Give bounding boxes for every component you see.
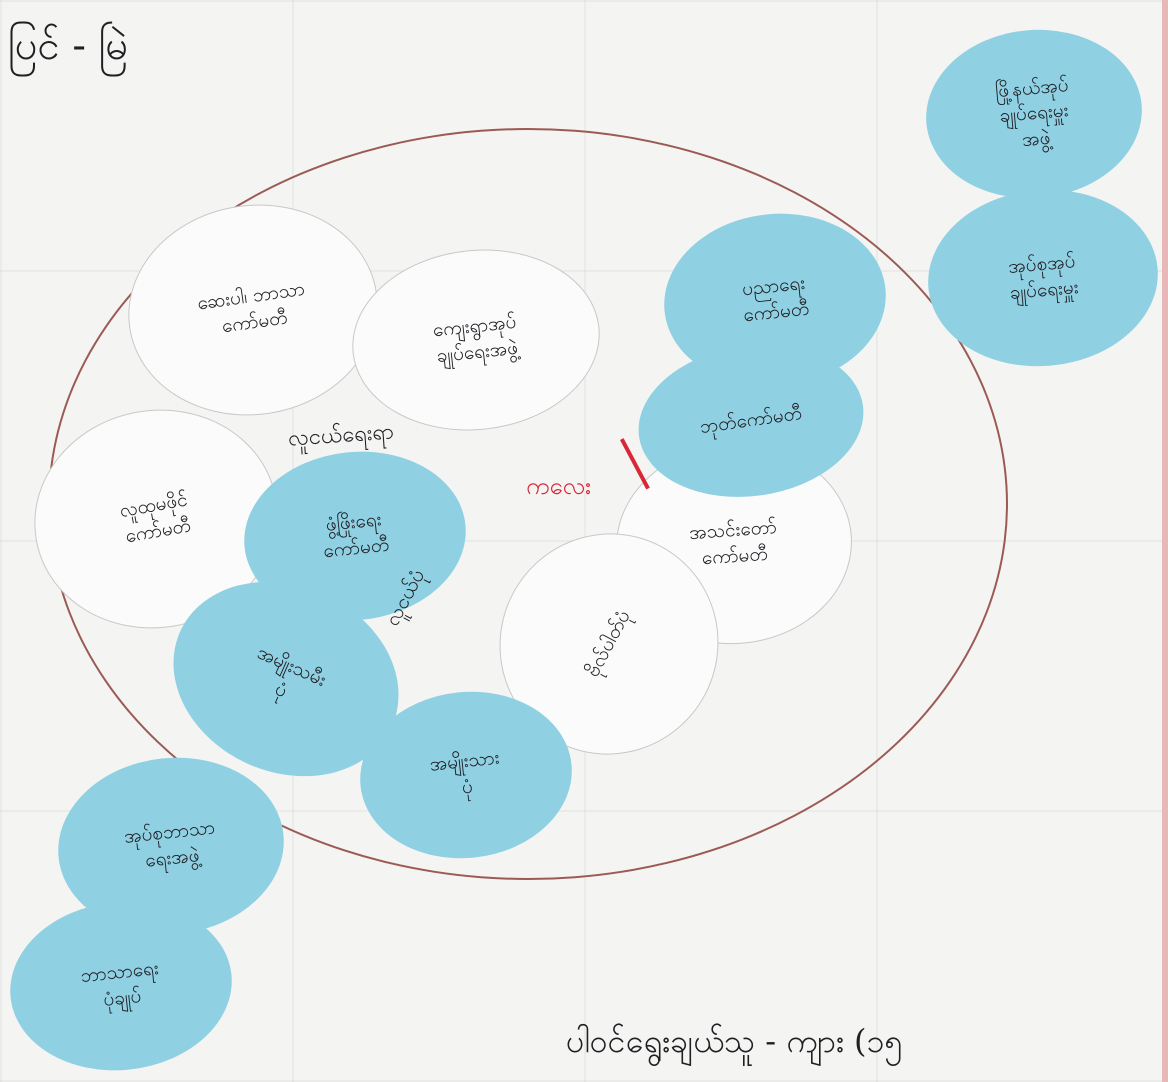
circle-label: ဖွံ့ဖြိုးရေး ကော်မတီ — [319, 507, 390, 565]
circle-label: ဖြို့နယ်အုပ် ချုပ်ရေးမှူး အဖွဲ့ — [994, 72, 1074, 155]
circle-label: ပညာရေး ကော်မတီ — [739, 271, 810, 329]
circle-label: ဗိုလ်ပါတ်ပုံ — [581, 606, 638, 682]
circle-label: လူထုမဖိုင် ကော်မတီ — [118, 488, 194, 550]
circle-label: အမျိုးသား ပုံ — [429, 746, 504, 804]
circle-label: အုပ်စုဘာသာ ရေးအဖွဲ့ — [123, 816, 219, 877]
header-label: ပြင် - မြဲ — [8, 20, 128, 79]
footer-label: ပါဝင်ရွေးချယ်သူ - ကျား (၁၅ — [566, 1020, 903, 1068]
circle-label: ဆေးပါ၊ ဘာသာ ကော်မတီ — [196, 277, 310, 343]
circle-label: ဘာသာရေး ပုံချုပ် — [79, 956, 162, 1015]
circle-label: ဘုတ်ကော်မတီ — [698, 401, 803, 441]
center-label: ကလေး — [526, 470, 591, 506]
paper-edge — [1162, 0, 1168, 1082]
circle-label: အုပ်စုအုပ် ချုပ်ရေးမှူး — [1006, 249, 1079, 306]
circle-label: ကျေးရွာအုပ် ချုပ်ရေးအဖွဲ့ — [432, 310, 521, 370]
circle-label: အမျိုးသမီး ပုံ — [242, 641, 329, 718]
circle-label: အသင်းတော် ကော်မတီ — [688, 515, 779, 572]
